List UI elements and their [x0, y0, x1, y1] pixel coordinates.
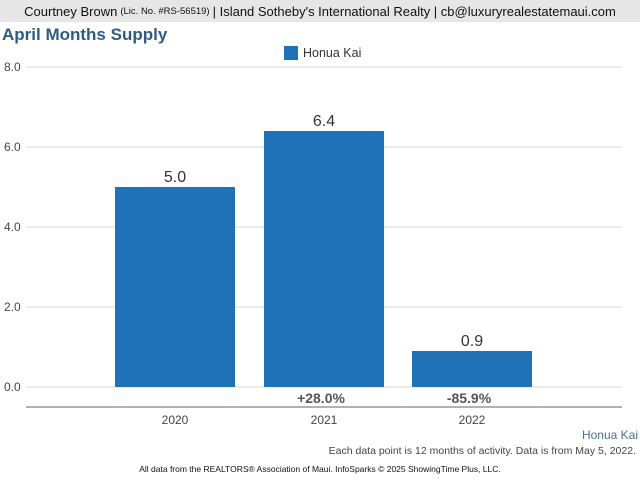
- source-attribution: All data from the REALTORS® Association …: [139, 464, 501, 474]
- y-tick-label: 2.0: [4, 300, 21, 314]
- bar-value-label: 5.0: [164, 169, 186, 186]
- chart-title: April Months Supply: [2, 25, 168, 44]
- agent-contact: | Island Sotheby's International Realty …: [212, 3, 616, 19]
- agent-header-bar: Courtney Brown (Lic. No. #RS-56519) | Is…: [0, 0, 640, 22]
- bar-value-label: 6.4: [313, 113, 335, 130]
- change-label: -85.9%: [447, 390, 492, 406]
- chart-legend: Honua Kai: [284, 46, 361, 60]
- x-tick-label: 2021: [311, 413, 338, 427]
- agent-license: (Lic. No. #RS-56519): [120, 5, 210, 17]
- x-tick-label: 2022: [459, 413, 486, 427]
- data-note: Each data point is 12 months of activity…: [328, 445, 636, 457]
- y-tick-label: 0.0: [4, 380, 21, 394]
- bar: [264, 131, 384, 387]
- y-tick-label: 8.0: [4, 60, 21, 74]
- y-tick-label: 4.0: [4, 220, 21, 234]
- bar: [115, 187, 235, 387]
- legend-label: Honua Kai: [303, 46, 362, 60]
- bar-value-label: 0.9: [461, 333, 483, 350]
- x-tick-label: 2020: [162, 413, 189, 427]
- change-label: +28.0%: [297, 390, 345, 406]
- bar: [412, 351, 532, 387]
- y-tick-label: 6.0: [4, 140, 21, 154]
- agent-name: Courtney Brown: [24, 3, 118, 19]
- footer-series-label: Honua Kai: [581, 428, 638, 442]
- legend-swatch: [284, 46, 298, 60]
